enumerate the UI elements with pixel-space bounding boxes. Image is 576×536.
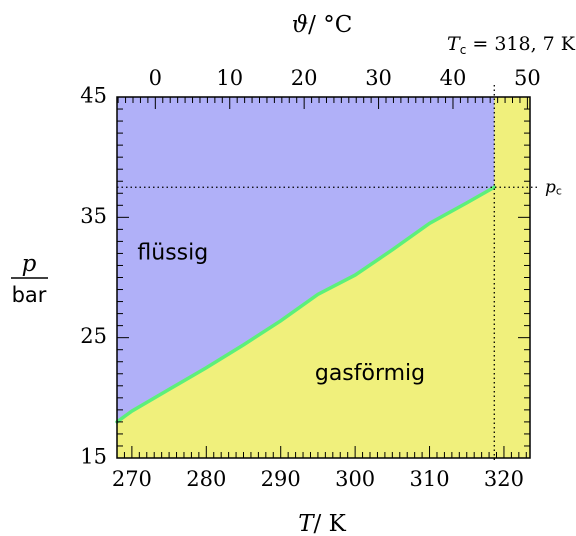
critical-pressure-label: pc <box>545 177 562 198</box>
x-tick-label: 290 <box>261 467 301 491</box>
coexistence-curve <box>115 185 497 424</box>
x-tick-label: 320 <box>484 467 524 491</box>
top-axis-label: ϑ/ °C <box>292 12 353 38</box>
x-tick-label: 310 <box>409 467 449 491</box>
region-label-gas: gasförmig <box>315 361 425 386</box>
top-tick-label: 50 <box>514 66 541 90</box>
region-liquid <box>117 97 495 422</box>
y-tick-label: 35 <box>80 204 107 228</box>
top-tick-label: 30 <box>365 66 392 90</box>
y-tick-label: 15 <box>80 445 107 469</box>
top-tick-label: 20 <box>291 66 318 90</box>
x-tick-label: 270 <box>112 467 152 491</box>
top-tick-label: 0 <box>149 66 162 90</box>
y-axis-label-denominator: bar <box>12 283 47 307</box>
y-tick-label: 45 <box>80 84 107 108</box>
tick-labels: 270 280 290 300 310 320 0 10 20 30 40 50 15 25 35 45 pc T… <box>11 12 576 536</box>
axis-ticks <box>116 96 531 459</box>
x-tick-label: 300 <box>335 467 375 491</box>
region-label-liquid: flüssig <box>137 240 208 265</box>
y-axis-label-numerator: p <box>22 251 37 277</box>
critical-temperature-label: Tc = 318, 7 K <box>447 33 576 57</box>
y-tick-label: 25 <box>80 324 107 348</box>
phase-regions: flüssig gasförmig <box>115 97 530 458</box>
x-axis-label: T/ K <box>298 511 346 536</box>
x-tick-label: 280 <box>186 467 226 491</box>
top-tick-label: 10 <box>216 66 243 90</box>
top-tick-label: 40 <box>440 66 467 90</box>
